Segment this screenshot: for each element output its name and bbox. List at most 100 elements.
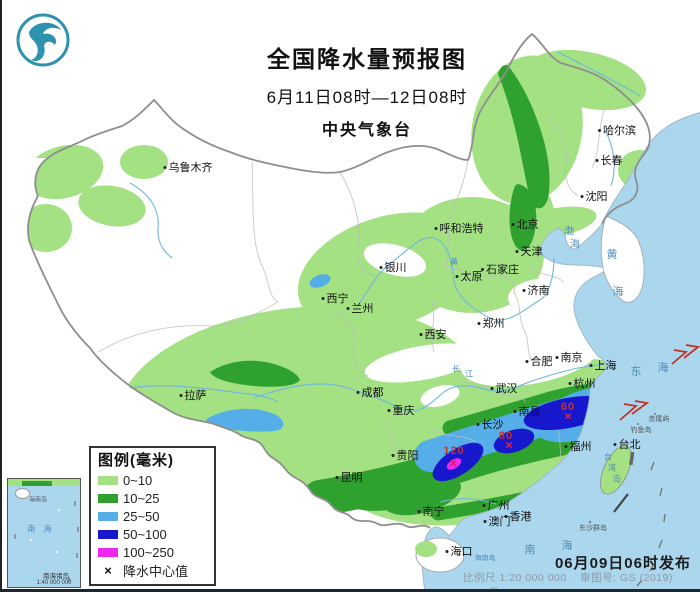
scale-text: 比例尺 1:20 000 000 xyxy=(463,572,567,584)
geo-label: 东 xyxy=(630,366,642,378)
city-name: 武汉 xyxy=(495,383,518,395)
precip-center-label: 降水中心值 xyxy=(123,563,189,579)
city-label: 香港 xyxy=(504,508,532,524)
inset-islet xyxy=(30,539,32,541)
inset-dash xyxy=(76,553,78,558)
city-name: 哈尔滨 xyxy=(603,125,636,137)
city-label: 重庆 xyxy=(387,402,415,418)
city-dot-icon xyxy=(481,267,484,271)
city-name: 南宁 xyxy=(422,506,445,518)
geo-label: 江 xyxy=(465,369,473,379)
city-dot-icon xyxy=(483,519,487,523)
dry-areas xyxy=(363,243,600,407)
city-label: 郑州 xyxy=(477,315,505,331)
city-label: 台北 xyxy=(613,436,641,452)
city-label: 贵阳 xyxy=(391,447,419,463)
city-dot-icon xyxy=(387,408,391,412)
precip-center-mark-icon: × xyxy=(505,437,513,453)
legend-swatch xyxy=(98,529,118,539)
legend-box: 图例(毫米) 0~10 10~25 25~50 50~100 100~250 ×… xyxy=(89,446,216,586)
city-dot-icon xyxy=(179,393,183,397)
map-title: 全国降水量预报图 xyxy=(267,46,467,72)
city-name: 天津 xyxy=(520,246,543,258)
city-label: 澳门 xyxy=(483,513,511,529)
hainan-rain-patch xyxy=(415,541,437,557)
city-label: 石家庄 xyxy=(481,261,519,277)
rain-area-100-250 xyxy=(446,458,462,470)
city-dot-icon xyxy=(482,503,486,507)
geo-label: 海南岛 xyxy=(474,555,496,562)
city-label: 呼和浩特 xyxy=(434,220,484,236)
city-name: 郑州 xyxy=(482,318,505,330)
city-dot-icon xyxy=(580,194,584,198)
city-dot-icon xyxy=(589,363,593,367)
city-dot-icon xyxy=(504,514,508,518)
precip-center-mark-icon: × xyxy=(449,455,457,471)
map-meta: 比例尺 1:20 000 000 审图号: GS (2019) 3082号 xyxy=(463,570,700,589)
legend-item-label: 50~100 xyxy=(123,526,167,542)
geo-label: 黄 xyxy=(450,257,458,267)
city-name: 南京 xyxy=(560,352,583,364)
inset-islet xyxy=(58,509,60,511)
city-label: 北京 xyxy=(511,216,539,232)
city-label: 昆明 xyxy=(335,469,363,485)
geo-label: 黄 xyxy=(606,249,618,261)
city-dot-icon xyxy=(335,475,339,479)
legend-item-label: 10~25 xyxy=(123,490,160,506)
inset-coast-strip-dark xyxy=(22,481,52,486)
legend-item: 50~100 xyxy=(98,525,207,543)
legend-swatch xyxy=(98,511,118,521)
issued-timestamp: 06月09日06时发布 xyxy=(554,555,691,572)
inset-label: 海南岛 xyxy=(28,497,48,504)
city-dot-icon xyxy=(321,296,325,300)
shear-line-symbols xyxy=(619,344,700,421)
city-name: 台北 xyxy=(618,439,641,451)
inset-label: 南 海 xyxy=(27,524,55,534)
city-dot-icon xyxy=(391,453,395,457)
legend-item-label: 0~10 xyxy=(123,472,153,488)
city-dot-icon xyxy=(515,249,519,253)
city-label: 兰州 xyxy=(346,300,374,316)
city-label: 上海 xyxy=(589,357,617,373)
legend-item: 0~10 xyxy=(98,471,207,489)
city-name: 成都 xyxy=(361,387,384,399)
legend-swatch xyxy=(98,547,118,557)
city-dot-icon xyxy=(445,549,449,553)
inset-islet xyxy=(56,551,58,553)
city-label: 哈尔滨 xyxy=(598,122,636,138)
inset-dash xyxy=(14,534,16,539)
city-dot-icon xyxy=(476,422,480,426)
city-name: 西宁 xyxy=(326,293,349,305)
city-label: 武汉 xyxy=(490,380,518,396)
city-dot-icon xyxy=(511,222,515,226)
city-name: 香港 xyxy=(509,511,532,523)
city-name: 长春 xyxy=(600,155,623,167)
city-label: 西安 xyxy=(419,326,447,342)
city-label: 乌鲁木齐 xyxy=(163,159,213,175)
city-label: 福州 xyxy=(564,438,592,454)
city-name: 拉萨 xyxy=(184,390,207,402)
geo-label: 赤尾屿 xyxy=(648,416,670,423)
dongsha-islet xyxy=(588,520,592,524)
city-dot-icon xyxy=(417,509,421,513)
city-label: 杭州 xyxy=(568,375,596,391)
precip-center-value: 80 xyxy=(498,430,514,442)
city-name: 长沙 xyxy=(481,419,504,431)
city-name: 太原 xyxy=(460,271,483,283)
city-dot-icon xyxy=(379,265,383,269)
geo-label: 海 xyxy=(657,362,669,374)
city-dot-icon xyxy=(595,158,599,162)
legend-item: 25~50 xyxy=(98,507,207,525)
city-name: 重庆 xyxy=(392,405,415,417)
legend-title: 图例(毫米) xyxy=(98,452,174,469)
geo-label: 湾 xyxy=(608,463,616,473)
dash-line-boundary xyxy=(636,461,666,587)
inset-dash xyxy=(77,527,79,532)
diaoyu-islet xyxy=(637,423,639,425)
inset-dash xyxy=(74,501,76,506)
city-name: 银川 xyxy=(384,262,407,274)
city-label: 太原 xyxy=(455,268,483,284)
south-china-sea-inset: 海南岛 南 海 南海诸岛 1:40 000 000 xyxy=(7,478,81,588)
city-name: 石家庄 xyxy=(486,264,519,276)
